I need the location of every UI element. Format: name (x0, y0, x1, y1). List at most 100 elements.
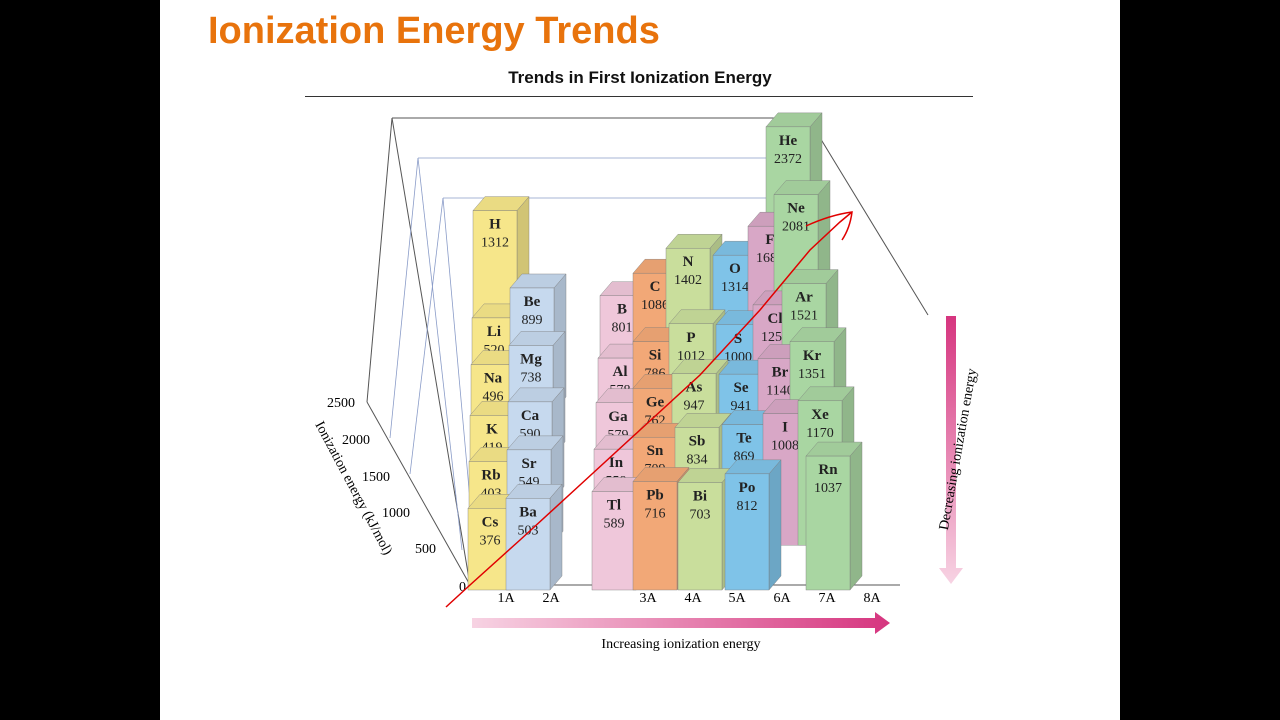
element-symbol: Li (487, 324, 501, 340)
gridline (409, 197, 444, 475)
element-value: 1086 (641, 298, 669, 313)
element-value: 589 (604, 516, 625, 531)
element-column-rn: Rn 1037 (805, 441, 863, 591)
element-symbol: Sr (522, 456, 537, 472)
element-value: 1037 (814, 481, 842, 496)
element-value: 801 (612, 321, 633, 336)
element-symbol: B (617, 302, 627, 318)
element-symbol: Xe (811, 407, 829, 423)
element-value: 1140 (766, 383, 793, 398)
element-value: 834 (687, 452, 708, 467)
element-symbol: In (609, 455, 624, 471)
element-symbol: Ge (646, 394, 665, 410)
element-value: 1312 (481, 236, 509, 251)
gridline (417, 157, 463, 551)
decreasing-arrow (939, 316, 963, 584)
element-value: 496 (483, 390, 504, 405)
element-symbol: Cl (768, 311, 783, 327)
column-front (505, 498, 551, 591)
element-value: 899 (522, 313, 543, 328)
element-value: 703 (690, 507, 711, 522)
element-value: 1521 (790, 309, 818, 324)
element-symbol: As (686, 380, 703, 396)
element-value: 1314 (721, 280, 749, 295)
element-symbol: Te (736, 431, 752, 447)
column-front (724, 473, 770, 591)
y-tick-label: 2000 (342, 433, 370, 448)
increasing-arrow (472, 612, 890, 634)
element-symbol: Tl (607, 497, 621, 513)
element-symbol: Al (613, 364, 628, 380)
y-tick-label: 1000 (382, 506, 410, 521)
gridline (442, 197, 471, 501)
column-front (677, 482, 723, 591)
increasing-arrow-label: Increasing ionization energy (601, 637, 760, 652)
column-front (805, 455, 851, 591)
x-tick-label: 6A (773, 591, 791, 606)
element-value: 1170 (806, 426, 833, 441)
element-symbol: Pb (646, 487, 664, 503)
element-value: 738 (521, 370, 542, 385)
element-symbol: O (729, 261, 741, 277)
x-tick-label: 7A (818, 591, 836, 606)
frame-line (366, 117, 393, 403)
trend-annotation-arrow (445, 211, 853, 608)
element-symbol: Kr (803, 348, 822, 364)
element-symbol: C (650, 279, 661, 295)
element-symbol: Ba (519, 504, 537, 520)
y-tick-label: 1500 (362, 470, 390, 485)
element-column-po: Po 812 (724, 459, 782, 591)
x-tick-label: 8A (863, 591, 881, 606)
element-symbol: Mg (520, 351, 542, 367)
element-value: 716 (645, 506, 666, 521)
slide-title: Ionization Energy Trends (208, 10, 660, 52)
element-symbol: Na (484, 371, 503, 387)
y-axis: 0 500 1000 1500 2000 2500 (327, 396, 466, 595)
x-axis: 1A 2A 3A 4A 5A 6A 7A 8A (497, 591, 881, 606)
gridline (389, 157, 419, 439)
element-symbol: Si (649, 348, 662, 364)
y-tick-label: 500 (415, 542, 436, 557)
x-tick-label: 5A (728, 591, 746, 606)
element-symbol: P (686, 330, 695, 346)
element-symbol: K (486, 421, 498, 437)
element-symbol: I (782, 420, 788, 436)
element-symbol: Se (734, 380, 749, 396)
element-symbol: He (779, 133, 798, 149)
element-value: 812 (737, 499, 758, 514)
column-front (591, 491, 637, 591)
element-symbol: Po (739, 480, 756, 496)
element-value: 376 (480, 533, 501, 548)
element-symbol: Ar (795, 290, 813, 306)
x-tick-label: 1A (497, 591, 515, 606)
element-symbol: Br (772, 364, 789, 380)
x-tick-label: 2A (542, 591, 560, 606)
element-symbol: Ca (521, 408, 540, 424)
element-symbol: Sn (647, 443, 664, 459)
element-value: 1402 (674, 273, 702, 288)
element-columns: H1312He2372Li520Be899B801C1086N1402O1314… (467, 112, 863, 591)
column-side (768, 459, 782, 591)
element-value: 1008 (771, 439, 799, 454)
trend-annotation-arrowhead (805, 211, 853, 241)
element-value: 947 (684, 399, 705, 414)
column-side (849, 441, 863, 591)
element-symbol: Ga (608, 409, 628, 425)
element-symbol: Ne (787, 201, 805, 217)
element-symbol: Rb (481, 467, 500, 483)
column-front (632, 481, 678, 591)
element-symbol: F (765, 232, 774, 248)
element-symbol: Sb (689, 433, 706, 449)
element-value: 1351 (798, 367, 826, 382)
y-tick-label: 0 (459, 580, 466, 595)
element-symbol: H (489, 217, 501, 233)
frame-line (807, 117, 929, 316)
element-value: 2081 (782, 220, 810, 235)
element-symbol: Bi (693, 488, 707, 504)
x-tick-label: 3A (639, 591, 657, 606)
x-tick-label: 4A (684, 591, 702, 606)
y-tick-label: 2500 (327, 396, 355, 411)
element-symbol: Cs (482, 514, 499, 530)
